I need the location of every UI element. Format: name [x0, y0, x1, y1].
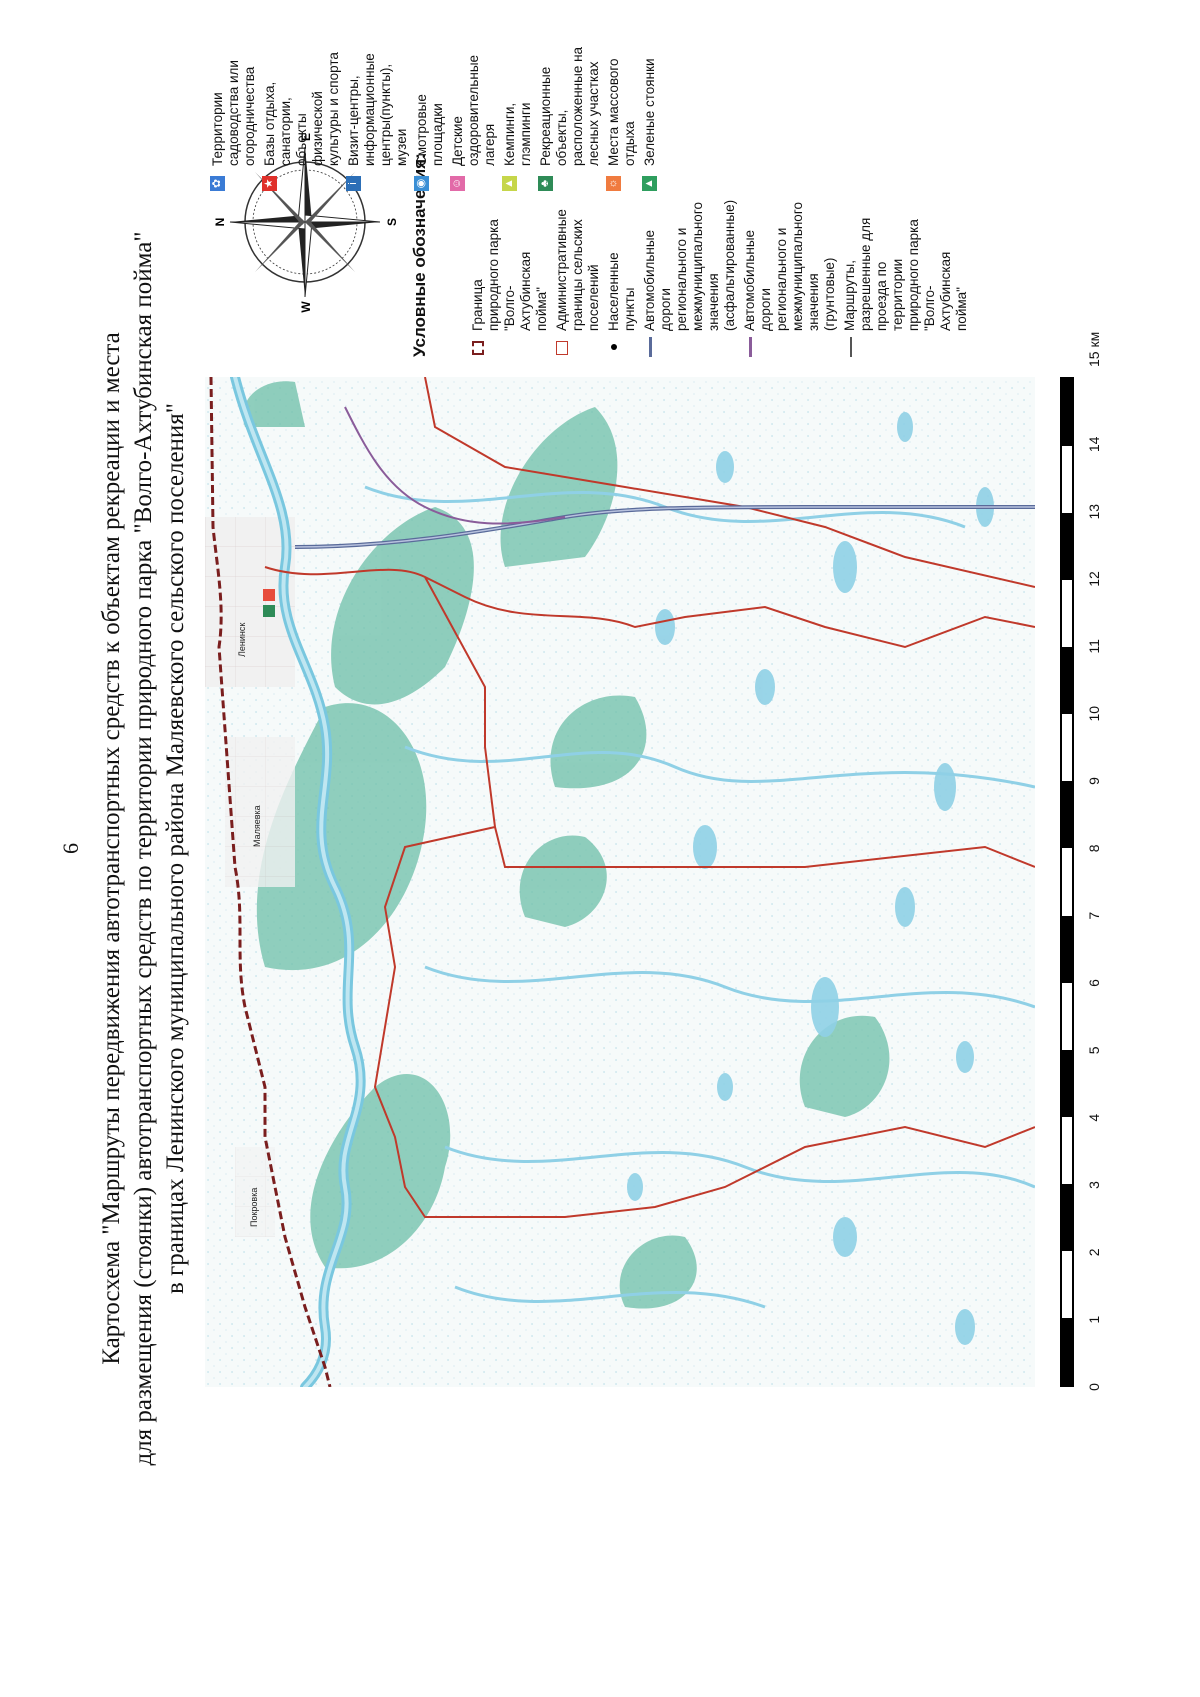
scale-tick: 6	[1086, 979, 1102, 987]
scale-tick: 12	[1086, 571, 1102, 587]
legend-item: ☼ Места массового отдыха	[606, 42, 638, 192]
scale-tick: 8	[1086, 844, 1102, 853]
admin-boundary-box-icon	[554, 335, 570, 357]
legend-item-label: Кемпинги, глэмпинги	[502, 102, 533, 166]
recreation-markers	[263, 589, 275, 617]
legend-item: ☺ Детские оздоровительные лагеря	[450, 42, 498, 192]
legend-item: ▲ Зеленые стоянки	[642, 42, 658, 192]
scale-tick: 0	[1086, 1383, 1102, 1391]
compass-n: N	[213, 218, 227, 227]
vegetation-areas	[243, 381, 890, 1309]
scale-tick: 7	[1086, 911, 1102, 920]
legend: N E S W Условные обозначения: Граница пр…	[210, 27, 1010, 357]
legend-item: Автомобильные дороги регионального и меж…	[642, 200, 738, 357]
mass-recreation-icon: ☼	[606, 170, 622, 192]
settlement-leninsk[interactable]	[205, 517, 295, 687]
scale-tick: 4	[1086, 1113, 1102, 1122]
title-line-1: Картосхема "Маршруты передвижения автотр…	[98, 332, 125, 1365]
scale-tick: 2	[1086, 1248, 1102, 1257]
town-label-pokrovka: Покровка	[249, 1188, 259, 1227]
legend-item-label: Рекреационные объекты, расположенные на …	[538, 46, 601, 166]
legend-item: i Визит-центры, информационные центры(пу…	[346, 42, 410, 192]
scale-tick: 3	[1086, 1181, 1102, 1189]
viewpoint-icon: ◉	[414, 170, 430, 192]
legend-item-label: Детские оздоровительные лагеря	[450, 54, 497, 166]
scale-tick: 13	[1086, 503, 1102, 520]
scale-unit: 15 км	[1086, 331, 1102, 367]
dirt-road-line-icon	[742, 335, 758, 357]
legend-item-label: Смотровые площадки	[414, 94, 445, 166]
scale-bar: 0 1 2 3 4 5 6 7 8 9 10 11 12 13 14 15 км	[1060, 332, 1130, 1391]
legend-item-label: Территории садоводства или огородничеств…	[210, 60, 257, 166]
legend-item: ✿ Территории садоводства или огородничес…	[210, 42, 258, 192]
scale-tick: 14	[1086, 436, 1102, 453]
map-title: Картосхема "Маршруты передвижения автотр…	[96, 0, 192, 1697]
legend-item-label: Автомобильные дороги регионального и меж…	[642, 199, 737, 331]
legend-item: Административные границы сельских поселе…	[554, 207, 602, 357]
compass-w: W	[299, 301, 313, 313]
compass-s: S	[385, 218, 399, 226]
legend-item: ★ Базы отдыха, санатории, объекты физиче…	[262, 42, 342, 192]
legend-item-label: Автомобильные дороги регионального и меж…	[742, 202, 837, 331]
settlement-malyaevka[interactable]	[225, 737, 295, 887]
scale-tick: 11	[1086, 639, 1102, 654]
scale-tick: 10	[1086, 705, 1102, 722]
scale-tick: 1	[1086, 1315, 1102, 1324]
children-camp-icon: ☺	[450, 176, 465, 191]
admin-boundaries	[264, 377, 1035, 1218]
title-line-2: для размещения (стоянки) автотранспортны…	[130, 231, 157, 1466]
legend-column-points: ✿ Территории садоводства или огородничес…	[210, 42, 662, 192]
route-line-icon	[842, 335, 858, 357]
garden-territory-icon: ✿	[210, 170, 226, 192]
legend-item: Автомобильные дороги регионального и меж…	[742, 202, 838, 357]
legend-column-lines: Граница природного парка "Волго-Ахтубинс…	[470, 200, 974, 357]
legend-item: ◉ Смотровые площадки	[414, 42, 446, 192]
scale-bar-strip	[1060, 377, 1074, 1387]
legend-item-label: Административные границы сельских поселе…	[554, 209, 601, 331]
legend-item: Граница природного парка "Волго-Ахтубинс…	[470, 207, 550, 357]
green-parking-icon[interactable]	[263, 605, 275, 617]
legend-item-label: Базы отдыха, санатории, объекты физическ…	[262, 52, 341, 166]
legend-item: Маршруты, разрешенные для проезда по тер…	[842, 207, 970, 357]
scale-tick: 5	[1086, 1046, 1102, 1055]
map-canvas[interactable]: Ленинск Маляевка Покровка	[205, 377, 1035, 1387]
asphalt-road-line-icon	[642, 335, 658, 357]
legend-item: Населенные пункты	[606, 207, 638, 357]
compass-e: E	[299, 133, 313, 141]
legend-item: ▲ Кемпинги, глэмпинги	[502, 42, 534, 192]
camping-icon: ▲	[502, 170, 518, 192]
legend-item-label: Граница природного парка "Волго-Ахтубинс…	[470, 219, 549, 331]
legend-item-label: Зеленые стоянки	[642, 58, 657, 166]
green-parking-icon: ▲	[642, 170, 658, 192]
park-boundary	[209, 377, 332, 1387]
map-svg: Ленинск Маляевка Покровка	[205, 377, 1035, 1387]
town-label-leninsk: Ленинск	[237, 623, 247, 657]
legend-item: ♣ Рекреационные объекты, расположенные н…	[538, 42, 602, 192]
river-channels	[364, 485, 1035, 1309]
title-line-3: в границах Ленинского муниципального рай…	[162, 403, 189, 1295]
forest-recreation-icon: ♣	[538, 170, 554, 192]
town-label-malyaevka: Маляевка	[252, 805, 262, 847]
legend-item-label: Визит-центры, информационные центры(пунк…	[346, 53, 409, 166]
legend-item-label: Места массового отдыха	[606, 58, 637, 166]
recreation-base-icon: ★	[262, 170, 278, 192]
settlement-dot-icon	[606, 335, 622, 357]
visitor-center-icon: i	[346, 170, 362, 192]
settlement-pokrovka[interactable]	[235, 1147, 275, 1237]
scale-tick: 9	[1086, 777, 1102, 785]
park-boundary-dashed-icon	[470, 335, 486, 357]
legend-item-label: Маршруты, разрешенные для проезда по тер…	[842, 217, 969, 331]
legend-item-label: Населенные пункты	[606, 252, 637, 331]
page-number: 6	[58, 843, 83, 854]
dirt-road	[344, 406, 566, 525]
recreation-base-icon[interactable]	[263, 589, 275, 601]
